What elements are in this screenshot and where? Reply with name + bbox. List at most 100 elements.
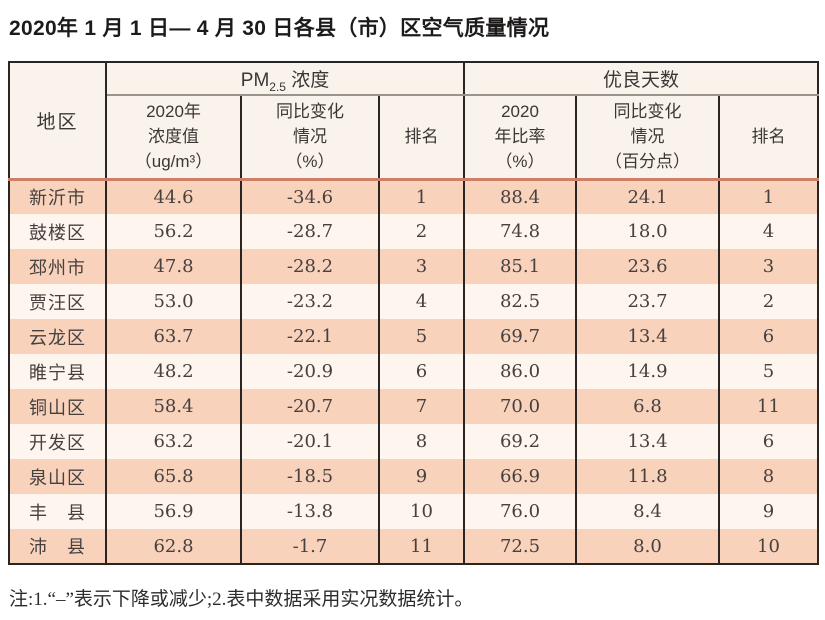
cell-region: 泉山区	[8, 459, 107, 494]
cell-good-change: 14.9	[575, 354, 720, 389]
table-row: 泉山区 65.8 -18.5 9 66.9 11.8 8	[8, 459, 820, 494]
cell-good-ratio: 66.9	[463, 459, 577, 494]
cell-good-ratio: 82.5	[463, 284, 577, 319]
cell-pm-value: 44.6	[105, 179, 242, 214]
cell-good-change: 8.0	[575, 529, 720, 564]
table-header: 地区 PM2.5 浓度 优良天数 2020年 浓度值 （ug/m³） 同比变化 …	[8, 62, 820, 181]
header-pm-rank: 排名	[378, 95, 465, 181]
cell-pm-rank: 3	[378, 249, 465, 284]
cell-pm-rank: 4	[378, 284, 465, 319]
cell-good-ratio: 72.5	[463, 529, 577, 564]
header-line: 2020	[501, 102, 539, 122]
cell-good-ratio: 74.8	[463, 214, 577, 249]
cell-pm-change: -34.6	[240, 179, 380, 214]
header-line: 年比率	[494, 127, 546, 147]
cell-good-change: 13.4	[575, 424, 720, 459]
header-region: 地区	[8, 62, 107, 181]
cell-good-rank: 3	[717, 249, 820, 284]
header-line: 同比变化	[276, 102, 344, 122]
cell-region: 沛 县	[8, 529, 107, 564]
sub-header-row: 2020年 浓度值 （ug/m³） 同比变化 情况 （%） 排名 2020 年比…	[9, 95, 820, 181]
cell-good-change: 23.7	[575, 284, 720, 319]
cell-pm-change: -28.2	[240, 249, 380, 284]
header-line: （%）	[285, 152, 335, 172]
cell-pm-change: -22.1	[240, 319, 380, 354]
cell-pm-rank: 1	[378, 179, 465, 214]
cell-pm-rank: 6	[378, 354, 465, 389]
header-line: 2020年	[146, 102, 201, 122]
cell-pm-value: 63.2	[105, 424, 242, 459]
cell-pm-value: 47.8	[105, 249, 242, 284]
table-row: 新沂市 44.6 -34.6 1 88.4 24.1 1	[8, 179, 820, 214]
cell-pm-change: -23.2	[240, 284, 380, 319]
table-row: 沛 县 62.8 -1.7 11 72.5 8.0 10	[8, 529, 820, 564]
cell-pm-change: -20.9	[240, 354, 380, 389]
cell-pm-rank: 8	[378, 424, 465, 459]
table-body: 新沂市 44.6 -34.6 1 88.4 24.1 1 鼓楼区 56.2 -28.7 2 74.8 1…	[8, 179, 820, 564]
cell-good-rank: 4	[717, 214, 820, 249]
cell-region: 铜山区	[8, 389, 107, 424]
cell-good-rank: 6	[717, 319, 820, 354]
table-row: 睢宁县 48.2 -20.9 6 86.0 14.9 5	[8, 354, 820, 389]
cell-good-change: 6.8	[575, 389, 720, 424]
cell-pm-change: -18.5	[240, 459, 380, 494]
air-quality-table: 地区 PM2.5 浓度 优良天数 2020年 浓度值 （ug/m³） 同比变化 …	[8, 61, 820, 565]
page-title: 2020年 1 月 1 日— 4 月 30 日各县（市）区空气质量情况	[9, 17, 550, 40]
cell-good-rank: 2	[717, 284, 820, 319]
cell-region: 开发区	[8, 424, 107, 459]
header-good-ratio: 2020 年比率 （%）	[463, 95, 577, 181]
pm25-label-prefix: PM	[240, 70, 270, 91]
cell-region: 云龙区	[8, 319, 107, 354]
table-row: 云龙区 63.7 -22.1 5 69.7 13.4 6	[8, 319, 820, 354]
cell-good-change: 11.8	[575, 459, 720, 494]
cell-pm-change: -20.1	[240, 424, 380, 459]
pm25-label-suffix: 浓度	[285, 70, 330, 91]
header-line: 情况	[293, 127, 327, 147]
cell-good-rank: 9	[717, 494, 820, 529]
table-row: 丰 县 56.9 -13.8 10 76.0 8.4 9	[8, 494, 820, 529]
cell-region: 睢宁县	[8, 354, 107, 389]
cell-good-rank: 8	[717, 459, 820, 494]
cell-pm-value: 62.8	[105, 529, 242, 564]
cell-pm-value: 58.4	[105, 389, 242, 424]
table-row: 铜山区 58.4 -20.7 7 70.0 6.8 11	[8, 389, 820, 424]
cell-pm-value: 48.2	[105, 354, 242, 389]
header-line: 情况	[630, 127, 665, 147]
cell-pm-change: -13.8	[240, 494, 380, 529]
cell-good-rank: 11	[717, 389, 820, 424]
table-row: 开发区 63.2 -20.1 8 69.2 13.4 6	[8, 424, 820, 459]
header-pm-value: 2020年 浓度值 （ug/m³）	[105, 95, 242, 181]
table-row: 邳州市 47.8 -28.2 3 85.1 23.6 3	[8, 249, 820, 284]
cell-pm-rank: 10	[378, 494, 465, 529]
cell-region: 新沂市	[8, 179, 107, 214]
cell-pm-rank: 7	[378, 389, 465, 424]
table-row: 鼓楼区 56.2 -28.7 2 74.8 18.0 4	[8, 214, 820, 249]
cell-pm-value: 63.7	[105, 319, 242, 354]
cell-good-change: 8.4	[575, 494, 720, 529]
cell-pm-rank: 9	[378, 459, 465, 494]
cell-good-rank: 5	[717, 354, 820, 389]
header-group-pm25: PM2.5 浓度	[105, 62, 465, 96]
cell-good-ratio: 70.0	[463, 389, 577, 424]
header-line: （百分点）	[605, 152, 690, 172]
cell-region: 丰 县	[8, 494, 107, 529]
cell-good-rank: 6	[717, 424, 820, 459]
cell-good-ratio: 69.7	[463, 319, 577, 354]
header-line: （ug/m³）	[134, 152, 213, 172]
cell-good-ratio: 85.1	[463, 249, 577, 284]
cell-good-ratio: 86.0	[463, 354, 577, 389]
header-line: 浓度值	[148, 127, 199, 147]
cell-pm-value: 56.9	[105, 494, 242, 529]
cell-pm-change: -20.7	[240, 389, 380, 424]
cell-good-change: 24.1	[575, 179, 720, 214]
header-line: 同比变化	[613, 102, 682, 122]
pm25-label-subscript: 2.5	[269, 79, 286, 94]
header-group-good-days: 优良天数	[462, 62, 820, 96]
cell-pm-change: -1.7	[240, 529, 380, 564]
cell-good-change: 18.0	[575, 214, 720, 249]
cell-pm-rank: 2	[378, 214, 465, 249]
cell-good-rank: 1	[717, 179, 820, 214]
cell-pm-value: 53.0	[105, 284, 242, 319]
cell-pm-value: 65.8	[105, 459, 242, 494]
